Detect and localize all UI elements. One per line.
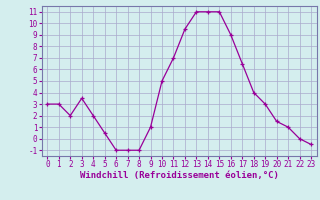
X-axis label: Windchill (Refroidissement éolien,°C): Windchill (Refroidissement éolien,°C) (80, 171, 279, 180)
